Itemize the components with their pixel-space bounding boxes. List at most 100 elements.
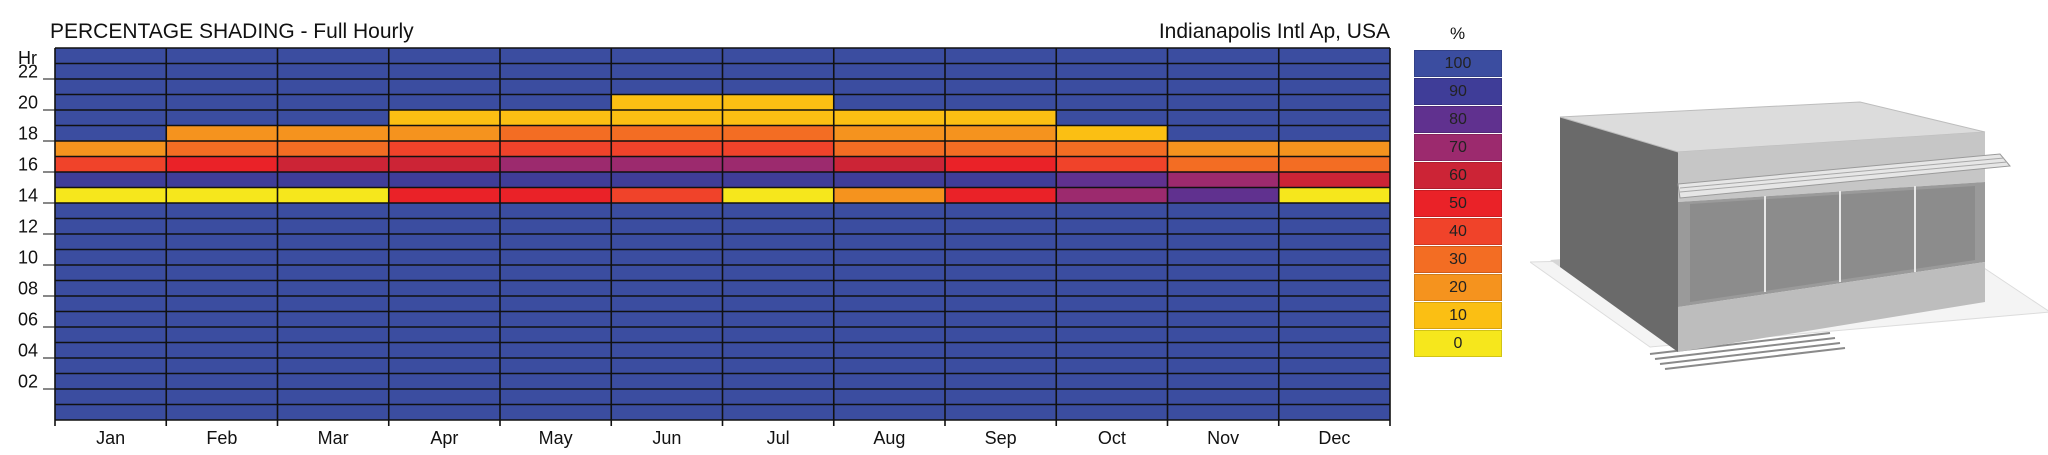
- heatmap-cell: [722, 94, 835, 111]
- heatmap-cell: [611, 327, 723, 343]
- heatmap-cell: [166, 280, 278, 297]
- legend-swatch: 10: [1414, 302, 1502, 329]
- heatmap-cell: [166, 79, 278, 95]
- heatmap-cell: [833, 218, 946, 235]
- heatmap-cell: [1167, 94, 1280, 111]
- month-label: Apr: [430, 428, 458, 448]
- heatmap-cell: [388, 296, 501, 312]
- heatmap-cell: [611, 156, 723, 173]
- heatmap-cell: [166, 187, 278, 204]
- heatmap-cell: [388, 125, 501, 142]
- heatmap-cell: [1056, 327, 1168, 343]
- heatmap-cell: [833, 187, 946, 204]
- y-tick-label: 20: [18, 92, 38, 112]
- heatmap-cell: [1056, 156, 1168, 173]
- heatmap-cell: [500, 249, 612, 266]
- y-tick-label: 22: [18, 61, 38, 81]
- heatmap-cell: [1278, 48, 1391, 64]
- heatmap-cell: [55, 327, 167, 343]
- heatmap-cell: [277, 311, 390, 328]
- heatmap-cell: [1056, 79, 1168, 95]
- heatmap-cell: [833, 234, 946, 250]
- legend-swatch: 90: [1414, 78, 1502, 105]
- heatmap-cell: [1167, 280, 1280, 297]
- heatmap-cell: [277, 280, 390, 297]
- heatmap-cell: [1056, 63, 1168, 80]
- heatmap-cell: [388, 342, 501, 359]
- heatmap-cell: [388, 172, 501, 188]
- heatmap-cell: [722, 342, 835, 359]
- heatmap-cell: [55, 404, 167, 421]
- heatmap-cell: [1056, 218, 1168, 235]
- heatmap-cell: [388, 48, 501, 64]
- heatmap-cell: [1056, 249, 1168, 266]
- heatmap-cell: [277, 125, 390, 142]
- heatmap-cell: [166, 94, 278, 111]
- heatmap-cell: [55, 311, 167, 328]
- heatmap-cell: [611, 373, 723, 390]
- heatmap-cell: [277, 156, 390, 173]
- heatmap-cell: [55, 280, 167, 297]
- y-tick-label: 14: [18, 185, 38, 205]
- heatmap-cell: [833, 141, 946, 157]
- heatmap-cell: [277, 265, 390, 281]
- heatmap-cell: [55, 94, 167, 111]
- month-label: Jun: [652, 428, 681, 448]
- heatmap-cell: [1278, 187, 1391, 204]
- heatmap-cell: [500, 63, 612, 80]
- heatmap-cell: [833, 280, 946, 297]
- heatmap-cell: [611, 358, 723, 374]
- heatmap-cell: [166, 296, 278, 312]
- heatmap-cell: [1056, 358, 1168, 374]
- heatmap-cell: [833, 156, 946, 173]
- heatmap-cell: [500, 94, 612, 111]
- heatmap-cell: [1056, 125, 1168, 142]
- heatmap-cell: [833, 296, 946, 312]
- heatmap-cell: [55, 218, 167, 235]
- heatmap-cell: [945, 358, 1057, 374]
- heatmap-cell: [611, 249, 723, 266]
- heatmap-cell: [1167, 327, 1280, 343]
- heatmap-cell: [277, 234, 390, 250]
- heatmap-cell: [722, 296, 835, 312]
- month-label: Nov: [1207, 428, 1239, 448]
- heatmap-cell: [1056, 296, 1168, 312]
- heatmap-cell: [1278, 218, 1391, 235]
- heatmap-cell: [55, 389, 167, 405]
- heatmap-cell: [277, 63, 390, 80]
- heatmap-cell: [722, 389, 835, 405]
- heatmap-cell: [1056, 110, 1168, 126]
- heatmap-cell: [1278, 79, 1391, 95]
- heatmap-cell: [945, 110, 1057, 126]
- heatmap-cell: [1167, 296, 1280, 312]
- heatmap-cell: [277, 203, 390, 219]
- y-tick-label: 18: [18, 123, 38, 143]
- heatmap-cell: [500, 141, 612, 157]
- y-tick-label: 10: [18, 247, 38, 267]
- heatmap-cell: [500, 389, 612, 405]
- heatmap-cell: [500, 218, 612, 235]
- legend-swatch: 80: [1414, 106, 1502, 133]
- heatmap-cell: [833, 373, 946, 390]
- heatmap-cell: [166, 311, 278, 328]
- building-model-illustration: [1530, 101, 2048, 370]
- legend-swatch: 40: [1414, 218, 1502, 245]
- heatmap-cell: [1167, 156, 1280, 173]
- heatmap-cell: [500, 296, 612, 312]
- y-tick-label: 02: [18, 371, 38, 391]
- heatmap-cell: [277, 373, 390, 390]
- heatmap-cell: [277, 358, 390, 374]
- heatmap-cell: [388, 373, 501, 390]
- heatmap-cell: [388, 389, 501, 405]
- heatmap-cell: [1056, 187, 1168, 204]
- heatmap-cell: [500, 156, 612, 173]
- heatmap-cell: [388, 249, 501, 266]
- heatmap-cell: [722, 218, 835, 235]
- heatmap-cell: [1278, 358, 1391, 374]
- heatmap-cell: [833, 48, 946, 64]
- heatmap-cell: [277, 342, 390, 359]
- heatmap-cell: [611, 94, 723, 111]
- y-tick-label: 08: [18, 278, 38, 298]
- heatmap-cell: [833, 327, 946, 343]
- heatmap-cell: [166, 373, 278, 390]
